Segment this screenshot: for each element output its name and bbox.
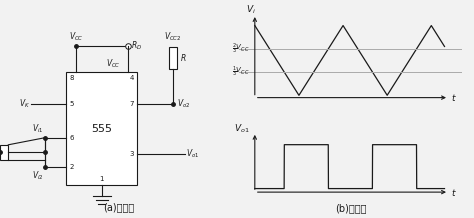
Text: $V_K$: $V_K$ xyxy=(18,97,29,110)
Text: 8: 8 xyxy=(70,75,74,81)
Text: $R$: $R$ xyxy=(180,52,186,63)
Text: 4: 4 xyxy=(129,75,134,81)
Text: $V_{o1}$: $V_{o1}$ xyxy=(234,122,249,135)
Text: $V_{o1}$: $V_{o1}$ xyxy=(186,147,200,160)
Text: 555: 555 xyxy=(91,124,112,134)
Text: $t$: $t$ xyxy=(451,187,457,198)
Bar xyxy=(66,72,137,185)
Text: 1: 1 xyxy=(100,176,104,182)
Text: 2: 2 xyxy=(70,164,74,170)
Bar xyxy=(169,47,177,69)
Text: $V_{i1}$: $V_{i1}$ xyxy=(32,123,44,135)
Text: $V_{o2}$: $V_{o2}$ xyxy=(176,97,190,110)
Text: 3: 3 xyxy=(129,151,134,157)
Text: 5: 5 xyxy=(70,101,74,107)
Text: $V_{CC2}$: $V_{CC2}$ xyxy=(164,31,182,43)
Text: $R_D$: $R_D$ xyxy=(131,39,142,52)
Text: (a)电路图: (a)电路图 xyxy=(103,203,134,213)
Text: $t$: $t$ xyxy=(451,92,457,103)
Text: 6: 6 xyxy=(70,135,74,141)
Text: $V_i$: $V_i$ xyxy=(246,4,256,16)
Text: $V_{i2}$: $V_{i2}$ xyxy=(32,169,44,182)
Bar xyxy=(0,145,8,160)
Text: 7: 7 xyxy=(129,101,134,107)
Text: $\frac{1}{3}V_{CC}$: $\frac{1}{3}V_{CC}$ xyxy=(232,65,249,79)
Text: (b)波形图: (b)波形图 xyxy=(335,203,366,213)
Text: $\frac{2}{3}V_{CC}$: $\frac{2}{3}V_{CC}$ xyxy=(232,42,249,56)
Text: $V_{CC}$: $V_{CC}$ xyxy=(69,31,83,43)
Text: $V_{CC}$: $V_{CC}$ xyxy=(107,58,121,70)
